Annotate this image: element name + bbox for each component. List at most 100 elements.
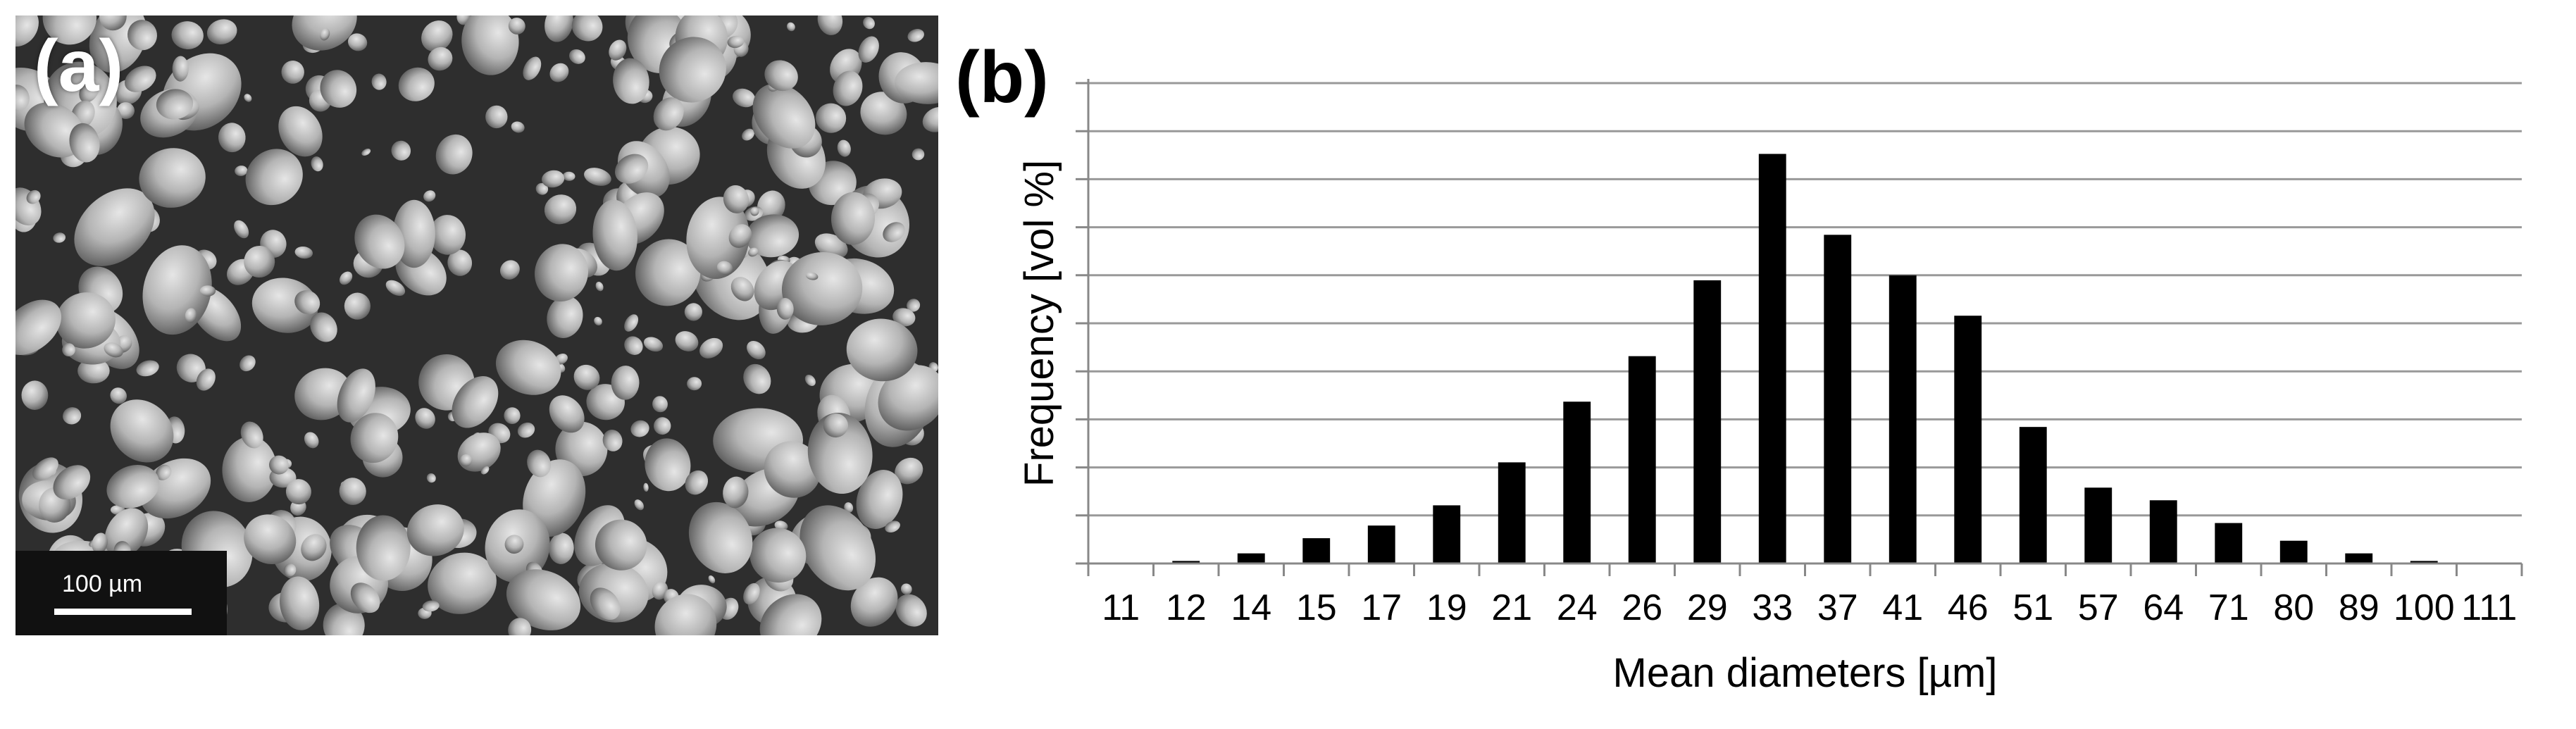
- powder-particle: [62, 343, 75, 356]
- powder-particle: [684, 303, 703, 321]
- powder-particle: [688, 501, 753, 573]
- powder-particle: [423, 190, 436, 202]
- powder-particle: [611, 366, 640, 400]
- powder-particle: [426, 473, 436, 483]
- bar-71: [2215, 523, 2243, 563]
- powder-particle: [654, 594, 717, 635]
- powder-particle: [764, 441, 821, 498]
- powder-particle: [239, 355, 256, 372]
- panel-a-tag: (a): [34, 25, 124, 107]
- powder-particle: [799, 505, 876, 591]
- powder-particle: [504, 407, 521, 424]
- powder-particle: [878, 365, 938, 431]
- x-tick-label: 11: [1102, 587, 1140, 628]
- powder-particle: [285, 479, 311, 505]
- powder-particle: [32, 457, 58, 480]
- powder-particle: [292, 15, 357, 51]
- powder-particle: [104, 342, 123, 358]
- bar-37: [1824, 235, 1852, 563]
- powder-particle: [833, 70, 863, 106]
- bar-46: [1954, 316, 1982, 563]
- powder-particle: [421, 20, 453, 52]
- powder-particle: [708, 575, 716, 584]
- powder-particle: [562, 171, 575, 181]
- scale-bar: 100 µm: [15, 551, 227, 635]
- powder-particle: [171, 21, 204, 50]
- powder-particle: [281, 61, 304, 84]
- powder-particle: [595, 282, 604, 292]
- powder-particle: [117, 102, 135, 119]
- x-tick-label: 19: [1426, 587, 1467, 628]
- x-tick-label: 15: [1296, 587, 1337, 628]
- powder-particle: [74, 188, 155, 266]
- x-tick-label: 21: [1491, 587, 1532, 628]
- powder-particle: [53, 465, 91, 500]
- powder-particle: [743, 363, 771, 394]
- powder-particle: [863, 16, 875, 30]
- powder-particle: [747, 341, 766, 360]
- powder-particle: [630, 420, 649, 437]
- powder-particle: [787, 22, 795, 32]
- powder-particle: [542, 170, 565, 188]
- powder-particle: [42, 15, 97, 45]
- x-tick-labels: 11 12 14 15 17 19 21 24 26 29 33 37 41 46 51 57 64 71 80 89…: [1102, 587, 2517, 628]
- powder-particle: [675, 331, 699, 351]
- x-tick-label: 33: [1752, 587, 1793, 628]
- powder-particle: [310, 312, 337, 342]
- size-distribution-chart: 11 12 14 15 17 19 21 24 26 29 33 37 41 46 51 57 64 71 80 89…: [1016, 79, 2523, 696]
- scale-bar-line: [54, 609, 192, 615]
- powder-particle: [594, 316, 602, 326]
- powder-particle: [406, 504, 464, 556]
- bar-33: [1758, 154, 1786, 564]
- powder-particle: [907, 299, 921, 312]
- powder-particle: [571, 15, 603, 42]
- x-tick-label: 17: [1361, 587, 1402, 628]
- powder-particle: [549, 532, 574, 564]
- powder-particle: [99, 15, 127, 31]
- powder-particle: [499, 260, 520, 280]
- powder-particle: [643, 482, 649, 492]
- powder-particle: [110, 387, 127, 404]
- powder-particle: [356, 515, 411, 581]
- powder-particle: [892, 308, 916, 327]
- powder-particle: [294, 246, 313, 259]
- x-tick-label: 12: [1166, 587, 1207, 628]
- powder-particle: [592, 199, 637, 271]
- powder-particle: [844, 502, 854, 513]
- powder-particle: [643, 337, 664, 352]
- powder-particle: [723, 185, 749, 213]
- powder-particle: [15, 299, 62, 355]
- powder-particle: [344, 292, 371, 320]
- powder-particle: [354, 214, 405, 269]
- powder-particle: [652, 396, 668, 413]
- powder-particle: [595, 519, 647, 571]
- bar-17: [1367, 525, 1395, 563]
- powder-particle: [613, 58, 649, 104]
- powder-particle: [422, 600, 440, 612]
- powder-particle: [361, 149, 371, 156]
- y-axis-title: Frequency [vol %]: [1016, 160, 1062, 487]
- powder-particle: [415, 408, 435, 429]
- powder-particle: [653, 97, 684, 131]
- powder-particle: [398, 67, 435, 101]
- powder-particle: [858, 36, 879, 63]
- powder-particle: [549, 63, 569, 82]
- x-tick-label: 37: [1817, 587, 1858, 628]
- powder-particle: [339, 478, 366, 505]
- powder-particle: [883, 222, 905, 242]
- powder-particle: [728, 224, 752, 248]
- powder-particle: [21, 380, 49, 410]
- powder-particle: [764, 60, 798, 92]
- powder-particle: [294, 290, 321, 315]
- powder-particle: [895, 457, 923, 485]
- powder-particle: [244, 246, 275, 278]
- powder-particle: [56, 292, 116, 349]
- powder-particle: [584, 168, 611, 186]
- powder-particle: [447, 249, 473, 276]
- powder-particle: [837, 139, 851, 157]
- powder-particle: [699, 337, 723, 359]
- powder-particle: [545, 15, 573, 42]
- powder-particle: [125, 66, 156, 92]
- bar-51: [2019, 427, 2047, 563]
- powder-particle: [634, 499, 644, 511]
